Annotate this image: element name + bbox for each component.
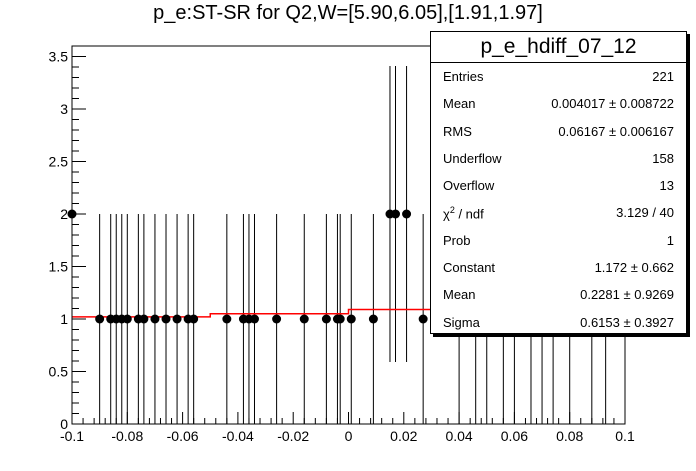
x-tick-label: -0.02 <box>277 428 309 444</box>
stats-label: Overflow <box>443 178 495 194</box>
x-tick-label: -0.1 <box>60 428 84 444</box>
data-point <box>122 314 132 324</box>
stats-label: Prob <box>443 232 471 248</box>
stats-value: 0.6153 ± 0.3927 <box>580 314 674 330</box>
stats-value: 158 <box>652 150 674 166</box>
data-point <box>161 314 171 324</box>
stats-label: Sigma <box>443 314 480 330</box>
data-point <box>189 314 199 324</box>
y-tick-label: 2.5 <box>49 154 69 170</box>
data-point <box>249 314 259 324</box>
stats-row: Constant 1.172 ± 0.662 <box>431 254 686 281</box>
stats-row: χ2 / ndf 3.129 / 40 <box>431 199 686 226</box>
x-tick-label: 0.02 <box>390 428 417 444</box>
stats-rows: Entries 221 Mean 0.004017 ± 0.008722 RMS 0.06… <box>431 63 686 336</box>
data-point <box>150 314 160 324</box>
y-tick-label: 1 <box>60 311 68 327</box>
y-tick-label: 3 <box>60 101 68 117</box>
stats-row: Sigma 0.6153 ± 0.3927 <box>431 309 686 336</box>
stats-title: p_e_hdiff_07_12 <box>431 32 686 63</box>
x-tick-label: -0.04 <box>222 428 254 444</box>
stats-row: Overflow 13 <box>431 172 686 199</box>
stats-label: Constant <box>443 260 496 276</box>
data-point <box>299 314 309 324</box>
data-point <box>391 209 401 219</box>
data-point <box>139 314 149 324</box>
x-tick-label: 0 <box>345 428 353 444</box>
y-tick-label: 0.5 <box>49 364 69 380</box>
stats-row: Prob 1 <box>431 227 686 254</box>
x-tick-label: -0.08 <box>111 428 143 444</box>
data-point <box>222 314 232 324</box>
x-tick-label: 0.06 <box>501 428 528 444</box>
stats-value: 3.129 / 40 <box>616 205 674 221</box>
data-point <box>321 314 331 324</box>
data-point <box>402 209 412 219</box>
x-tick-label: 0.04 <box>445 428 472 444</box>
stats-box: p_e_hdiff_07_12 Entries 221 Mean 0.004017 ±… <box>430 31 687 334</box>
stats-value: 0.2281 ± 0.9269 <box>580 287 674 303</box>
stats-value: 221 <box>652 69 674 84</box>
y-tick-label: 2 <box>60 206 68 222</box>
x-tick-label: 0.08 <box>556 428 583 444</box>
stats-row: Mean 0.2281 ± 0.9269 <box>431 281 686 308</box>
stats-value: 1 <box>666 232 674 248</box>
y-tick-label: 3.5 <box>49 49 69 65</box>
data-point <box>368 314 378 324</box>
stats-row: Mean 0.004017 ± 0.008722 <box>431 90 686 117</box>
y-tick-label: 0 <box>60 416 68 432</box>
data-point <box>272 314 282 324</box>
data-point <box>95 314 105 324</box>
stats-label: Entries <box>443 69 484 84</box>
data-point <box>418 314 428 324</box>
x-tick-label: 0.1 <box>615 428 635 444</box>
data-point <box>335 314 345 324</box>
stats-label: χ2 / ndf <box>443 205 484 222</box>
x-tick-label: -0.06 <box>167 428 199 444</box>
stats-value: 13 <box>659 178 674 194</box>
stats-label: RMS <box>443 123 472 139</box>
stats-label: Mean <box>443 96 476 112</box>
data-point <box>346 314 356 324</box>
y-tick-label: 1.5 <box>49 259 69 275</box>
y-axis: 0 0.5 1 1.5 2 2.5 3 3.5 <box>49 45 86 432</box>
stats-value: 1.172 ± 0.662 <box>594 260 674 276</box>
stats-row: Entries 221 <box>431 63 686 90</box>
data-point <box>172 314 182 324</box>
stats-row: Underflow 158 <box>431 145 686 172</box>
stats-value: 0.06167 ± 0.006167 <box>558 123 674 139</box>
stats-label: Underflow <box>443 150 502 166</box>
stats-row: RMS 0.06167 ± 0.006167 <box>431 118 686 145</box>
stats-label: Mean <box>443 287 476 303</box>
x-axis: -0.1 -0.08 -0.06 -0.04 -0.02 0 0.02 0.04 0.06 0.0… <box>60 412 635 444</box>
stats-value: 0.004017 ± 0.008722 <box>551 96 674 112</box>
chart-title: p_e:ST-SR for Q2,W=[5.90,6.05],[1.91,1.9… <box>153 2 543 24</box>
